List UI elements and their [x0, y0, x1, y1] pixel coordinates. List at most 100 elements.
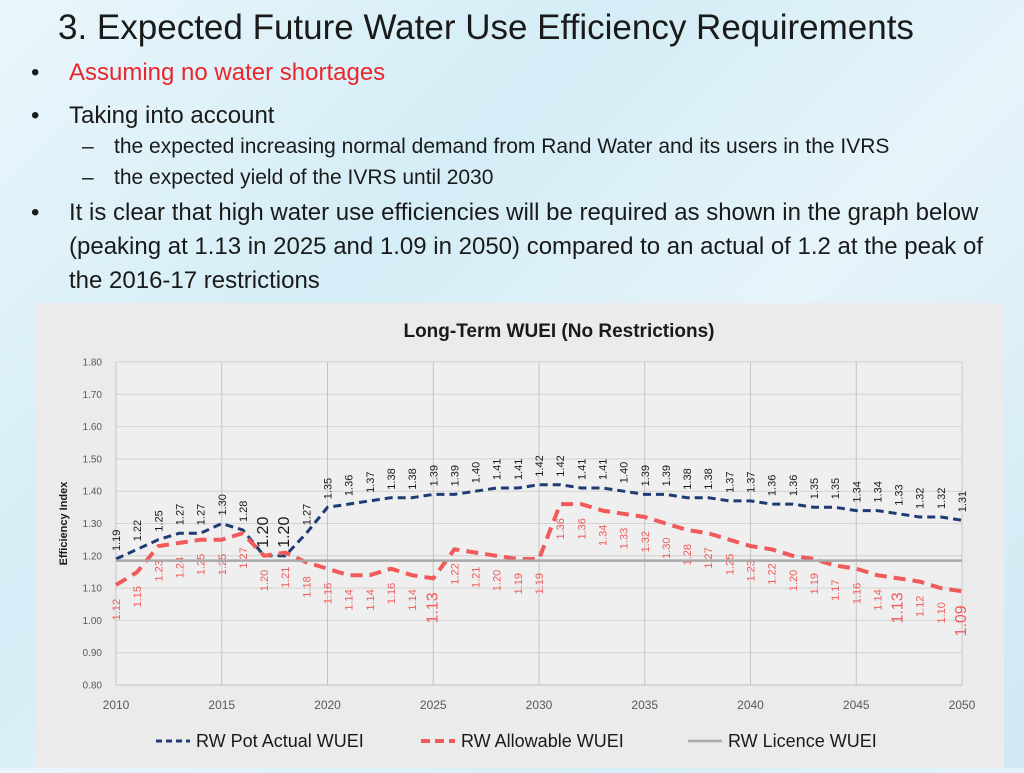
data-label: 1.37	[724, 471, 736, 492]
chart-title: Long-Term WUEI (No Restrictions)	[403, 321, 714, 342]
data-label: 1.30	[217, 494, 229, 515]
data-label: 1.36	[555, 518, 567, 539]
data-label: 1.40	[471, 462, 483, 483]
x-tick-label: 2010	[103, 698, 130, 712]
data-label: 1.25	[153, 510, 165, 531]
data-label: 1.34	[598, 525, 610, 546]
x-tick-label: 2025	[420, 698, 447, 712]
data-label: 1.41	[576, 459, 588, 480]
data-label: 1.37	[365, 471, 377, 492]
data-label: 1.36	[767, 475, 779, 496]
data-label: 1.41	[492, 459, 504, 480]
data-label: 1.25	[196, 554, 208, 575]
data-label: 1.23	[153, 560, 165, 581]
data-label: 1.33	[894, 484, 906, 505]
data-label: 1.15	[132, 586, 144, 607]
data-label: 1.13	[424, 592, 441, 623]
x-tick-label: 2015	[208, 698, 235, 712]
data-label: 1.22	[449, 563, 461, 584]
data-label: 1.13	[890, 592, 907, 623]
data-label: 1.32	[640, 531, 652, 552]
bullet-taking-into-account: • Taking into account	[31, 99, 274, 133]
data-label: 1.14	[365, 589, 377, 610]
y-tick-label: 1.30	[83, 519, 103, 530]
data-label: 1.32	[915, 488, 927, 509]
data-label: 1.16	[851, 583, 863, 604]
chart-panel: 0.80 0.90 1.00 1.10 1.20 1.30 1.40 1.50 1.60 1.70…	[36, 303, 1004, 768]
bullet-marker: •	[31, 102, 40, 129]
data-label: 1.09	[953, 605, 970, 636]
data-label: 1.28	[682, 544, 694, 565]
data-label: 1.14	[407, 589, 419, 610]
x-tick-label: 2020	[314, 698, 341, 712]
y-tick-label: 0.90	[83, 648, 103, 659]
data-label: 1.31	[957, 491, 969, 512]
data-label: 1.12	[915, 596, 927, 617]
data-label: 1.27	[703, 547, 715, 568]
y-tick-label: 1.60	[83, 422, 103, 433]
x-tick-label: 2040	[737, 698, 764, 712]
data-label: 1.39	[449, 465, 461, 486]
data-label: 1.24	[174, 557, 186, 578]
x-tick-label: 2035	[631, 698, 658, 712]
data-label: 1.19	[809, 573, 821, 594]
bullet-no-shortages: • Assuming no water shortages	[31, 56, 386, 90]
y-tick-label: 1.00	[83, 616, 103, 627]
data-label: 1.27	[301, 504, 313, 525]
data-label: 1.16	[323, 583, 335, 604]
x-tick-label: 2050	[949, 698, 976, 712]
data-label: 1.20	[259, 570, 271, 591]
data-label: 1.27	[238, 547, 250, 568]
sub-bullet-text: the expected increasing normal demand fr…	[114, 135, 890, 158]
data-label: 1.27	[174, 504, 186, 525]
bullet-marker: •	[31, 199, 40, 226]
data-label: 1.40	[619, 462, 631, 483]
data-label: 1.34	[872, 481, 884, 502]
data-label: 1.36	[788, 475, 800, 496]
data-label: 1.20	[492, 570, 504, 591]
data-label: 1.20	[276, 517, 293, 548]
bullet-text: Assuming no water shortages	[69, 59, 386, 86]
dash-marker: –	[82, 135, 94, 158]
data-label: 1.22	[132, 520, 144, 541]
y-tick-label: 1.10	[83, 584, 103, 595]
data-label: 1.41	[598, 459, 610, 480]
y-tick-label: 1.20	[83, 551, 103, 562]
data-label: 1.12	[111, 599, 123, 620]
data-label: 1.35	[830, 478, 842, 499]
data-label: 1.30	[661, 538, 673, 559]
bullet-conclusion: • It is clear that high water use effici…	[31, 196, 999, 298]
data-label: 1.35	[809, 478, 821, 499]
y-axis-label: Efficiency Index	[58, 481, 70, 566]
data-label: 1.38	[386, 468, 398, 489]
legend-label: RW Allowable WUEI	[461, 731, 624, 751]
y-tick-label: 1.70	[83, 390, 103, 401]
data-label: 1.28	[238, 501, 250, 522]
y-tick-label: 1.50	[83, 454, 103, 465]
data-label: 1.16	[386, 583, 398, 604]
data-label: 1.38	[703, 468, 715, 489]
data-label: 1.21	[280, 567, 292, 588]
x-tick-label: 2045	[843, 698, 870, 712]
wuei-chart: 0.80 0.90 1.00 1.10 1.20 1.30 1.40 1.50 1.60 1.70…	[58, 321, 976, 751]
y-tick-label: 0.80	[83, 681, 103, 692]
data-label: 1.19	[111, 530, 123, 551]
y-tick-label: 1.80	[83, 358, 103, 369]
data-label: 1.25	[724, 554, 736, 575]
y-tick-label: 1.40	[83, 487, 103, 498]
sub-bullet-demand: – the expected increasing normal demand …	[82, 135, 890, 159]
data-label: 1.37	[746, 471, 758, 492]
data-label: 1.22	[767, 563, 779, 584]
data-label: 1.35	[323, 478, 335, 499]
data-label: 1.17	[830, 580, 842, 601]
data-label: 1.38	[682, 468, 694, 489]
data-label: 1.33	[619, 528, 631, 549]
data-label: 1.19	[534, 573, 546, 594]
data-label: 1.18	[301, 576, 313, 597]
legend-label: RW Pot Actual WUEI	[196, 731, 364, 751]
data-label: 1.20	[255, 517, 272, 548]
data-label: 1.14	[344, 589, 356, 610]
data-label: 1.39	[640, 465, 652, 486]
bullet-text: It is clear that high water use efficien…	[69, 199, 983, 294]
sub-bullet-yield: – the expected yield of the IVRS until 2…	[82, 166, 493, 190]
